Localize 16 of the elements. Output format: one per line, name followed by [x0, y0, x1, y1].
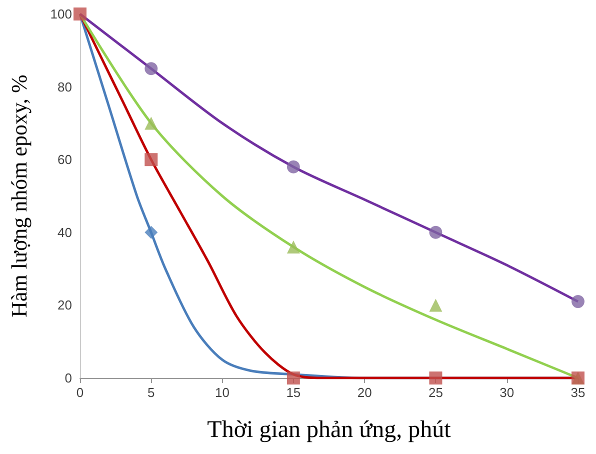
x-tick-label: 0 — [76, 385, 84, 400]
x-tick-label: 20 — [357, 385, 372, 400]
x-tick-label: 10 — [215, 385, 230, 400]
x-tick-label: 25 — [428, 385, 443, 400]
y-tick-label: 100 — [50, 6, 72, 22]
x-tick-label: 15 — [286, 385, 301, 400]
y-tick-label: 40 — [58, 224, 72, 240]
y-tick-label: 80 — [58, 79, 72, 94]
y-tick-label: 0 — [64, 370, 72, 386]
y-tick-label: 60 — [58, 152, 72, 168]
x-tick-label: 30 — [500, 385, 514, 400]
y-tick-label: 20 — [58, 298, 72, 313]
x-tick-label: 35 — [570, 385, 586, 400]
y-axis-title: Hàm lượng nhóm epoxy, % — [6, 74, 32, 318]
x-tick-label: 5 — [148, 385, 155, 400]
x-axis-title: Thời gian phản ứng, phút — [207, 417, 452, 443]
